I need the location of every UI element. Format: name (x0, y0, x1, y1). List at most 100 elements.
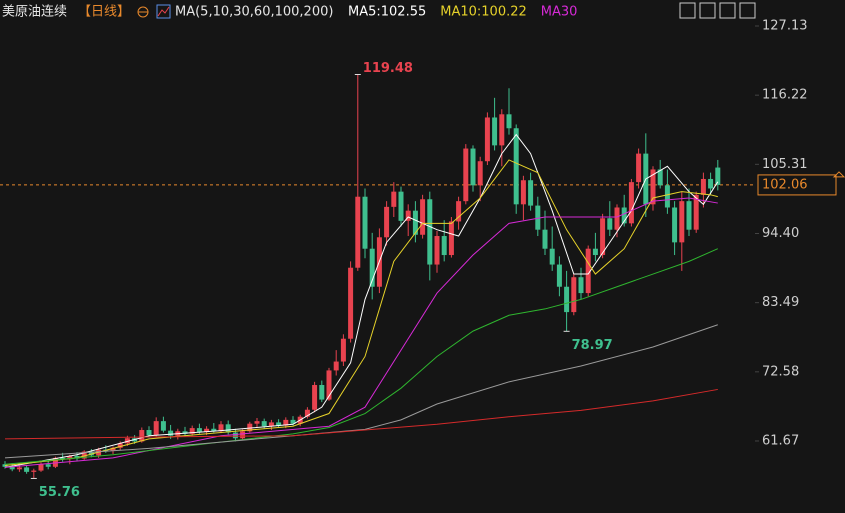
candle-body (312, 385, 318, 410)
candle-body (636, 153, 642, 183)
candle-body (528, 180, 534, 206)
candle-body (362, 196, 368, 249)
annotation-label: 55.76 (39, 485, 80, 500)
candle-body (715, 167, 721, 185)
ma-line (4, 197, 718, 468)
legend: MA5:102.55 MA10:100.22 MA30 (348, 5, 577, 20)
candle-body (391, 191, 397, 207)
candle-body (247, 423, 253, 432)
candle-body (628, 182, 634, 224)
ma-line (4, 324, 718, 459)
candle-body (420, 199, 426, 235)
candle-body (650, 169, 656, 205)
candle-body (686, 201, 692, 230)
candle-body (463, 148, 469, 202)
candle-body (578, 277, 584, 294)
candle-body (398, 191, 404, 221)
candle-body (672, 207, 678, 243)
candle-body (60, 457, 66, 460)
candle-body (448, 221, 454, 256)
candle-body (38, 464, 44, 471)
ma-line (4, 133, 719, 468)
tool-button[interactable] (679, 2, 696, 19)
candle-body (484, 117, 490, 162)
y-tick-label: 83.49 (762, 295, 799, 310)
candle-body (232, 432, 238, 439)
candle-body (218, 424, 224, 432)
candle-body (196, 428, 202, 432)
candle-body (139, 430, 145, 442)
indicator-label: MA(5,10,30,60,100,200) (175, 5, 333, 20)
indicator-icon[interactable] (156, 4, 171, 19)
annotation-label: 119.48 (363, 61, 413, 76)
candle-body (506, 114, 512, 129)
candle-body (333, 361, 339, 371)
candle-body (405, 210, 411, 221)
settings-icon[interactable] (137, 6, 149, 18)
candle-body (513, 128, 519, 205)
ma-line (4, 159, 718, 467)
y-tick-label: 116.22 (762, 88, 808, 103)
candle-body (88, 451, 94, 456)
candle-body (369, 248, 375, 287)
candle-body (355, 196, 361, 268)
candle-body (664, 185, 670, 208)
candle-body (225, 424, 231, 433)
candle-body (693, 194, 699, 230)
candle-body (412, 210, 418, 235)
candle-body (16, 467, 22, 470)
candle-body (204, 428, 210, 432)
candle-body (535, 205, 541, 230)
candle-body (189, 428, 195, 434)
candle-body (542, 229, 548, 249)
candle-body (211, 428, 217, 432)
candle-body (384, 206, 390, 238)
tool-button[interactable] (719, 2, 736, 19)
candle-body (492, 117, 498, 146)
candle-body (153, 421, 159, 436)
candle-body (290, 419, 296, 424)
period-label: 【日线】 (78, 5, 130, 20)
candle-body (268, 422, 274, 427)
last-price-marker (832, 171, 845, 178)
legend-entry: MA5:102.55 (348, 5, 426, 20)
last-price-box (757, 174, 837, 196)
tool-button[interactable] (699, 2, 716, 19)
candle-body (657, 169, 663, 186)
ma-line (4, 388, 718, 440)
candle-body (52, 457, 58, 467)
candle-body (614, 207, 620, 230)
candle-body (556, 264, 562, 287)
candle-body (182, 431, 188, 434)
candle-body (592, 248, 598, 256)
candle-body (434, 236, 440, 265)
candle-body (304, 409, 310, 417)
candle-body (24, 467, 30, 472)
candle-body (477, 161, 483, 186)
candle-body (708, 178, 714, 189)
candle-body (9, 466, 15, 470)
candle-body (427, 199, 433, 265)
toolbar (679, 2, 756, 19)
candle-body (571, 277, 577, 313)
candle-body (340, 338, 346, 362)
candle-body (261, 421, 267, 427)
candle-body (45, 464, 51, 467)
y-tick-label: 72.58 (762, 364, 799, 379)
candle-body (110, 447, 116, 451)
candle-body (319, 385, 325, 400)
candle-body (74, 456, 80, 459)
y-tick-label: 127.13 (762, 18, 808, 33)
candle-body (67, 456, 73, 460)
candle-body (160, 421, 166, 431)
tool-button[interactable] (739, 2, 756, 19)
candle-body (621, 207, 627, 224)
candle-body (585, 248, 591, 294)
candle-body (520, 180, 526, 205)
legend-entry: MA10:100.22 (440, 5, 527, 20)
candle-body (124, 438, 130, 444)
candle-body (81, 451, 87, 459)
y-tick-label: 61.67 (762, 433, 799, 448)
